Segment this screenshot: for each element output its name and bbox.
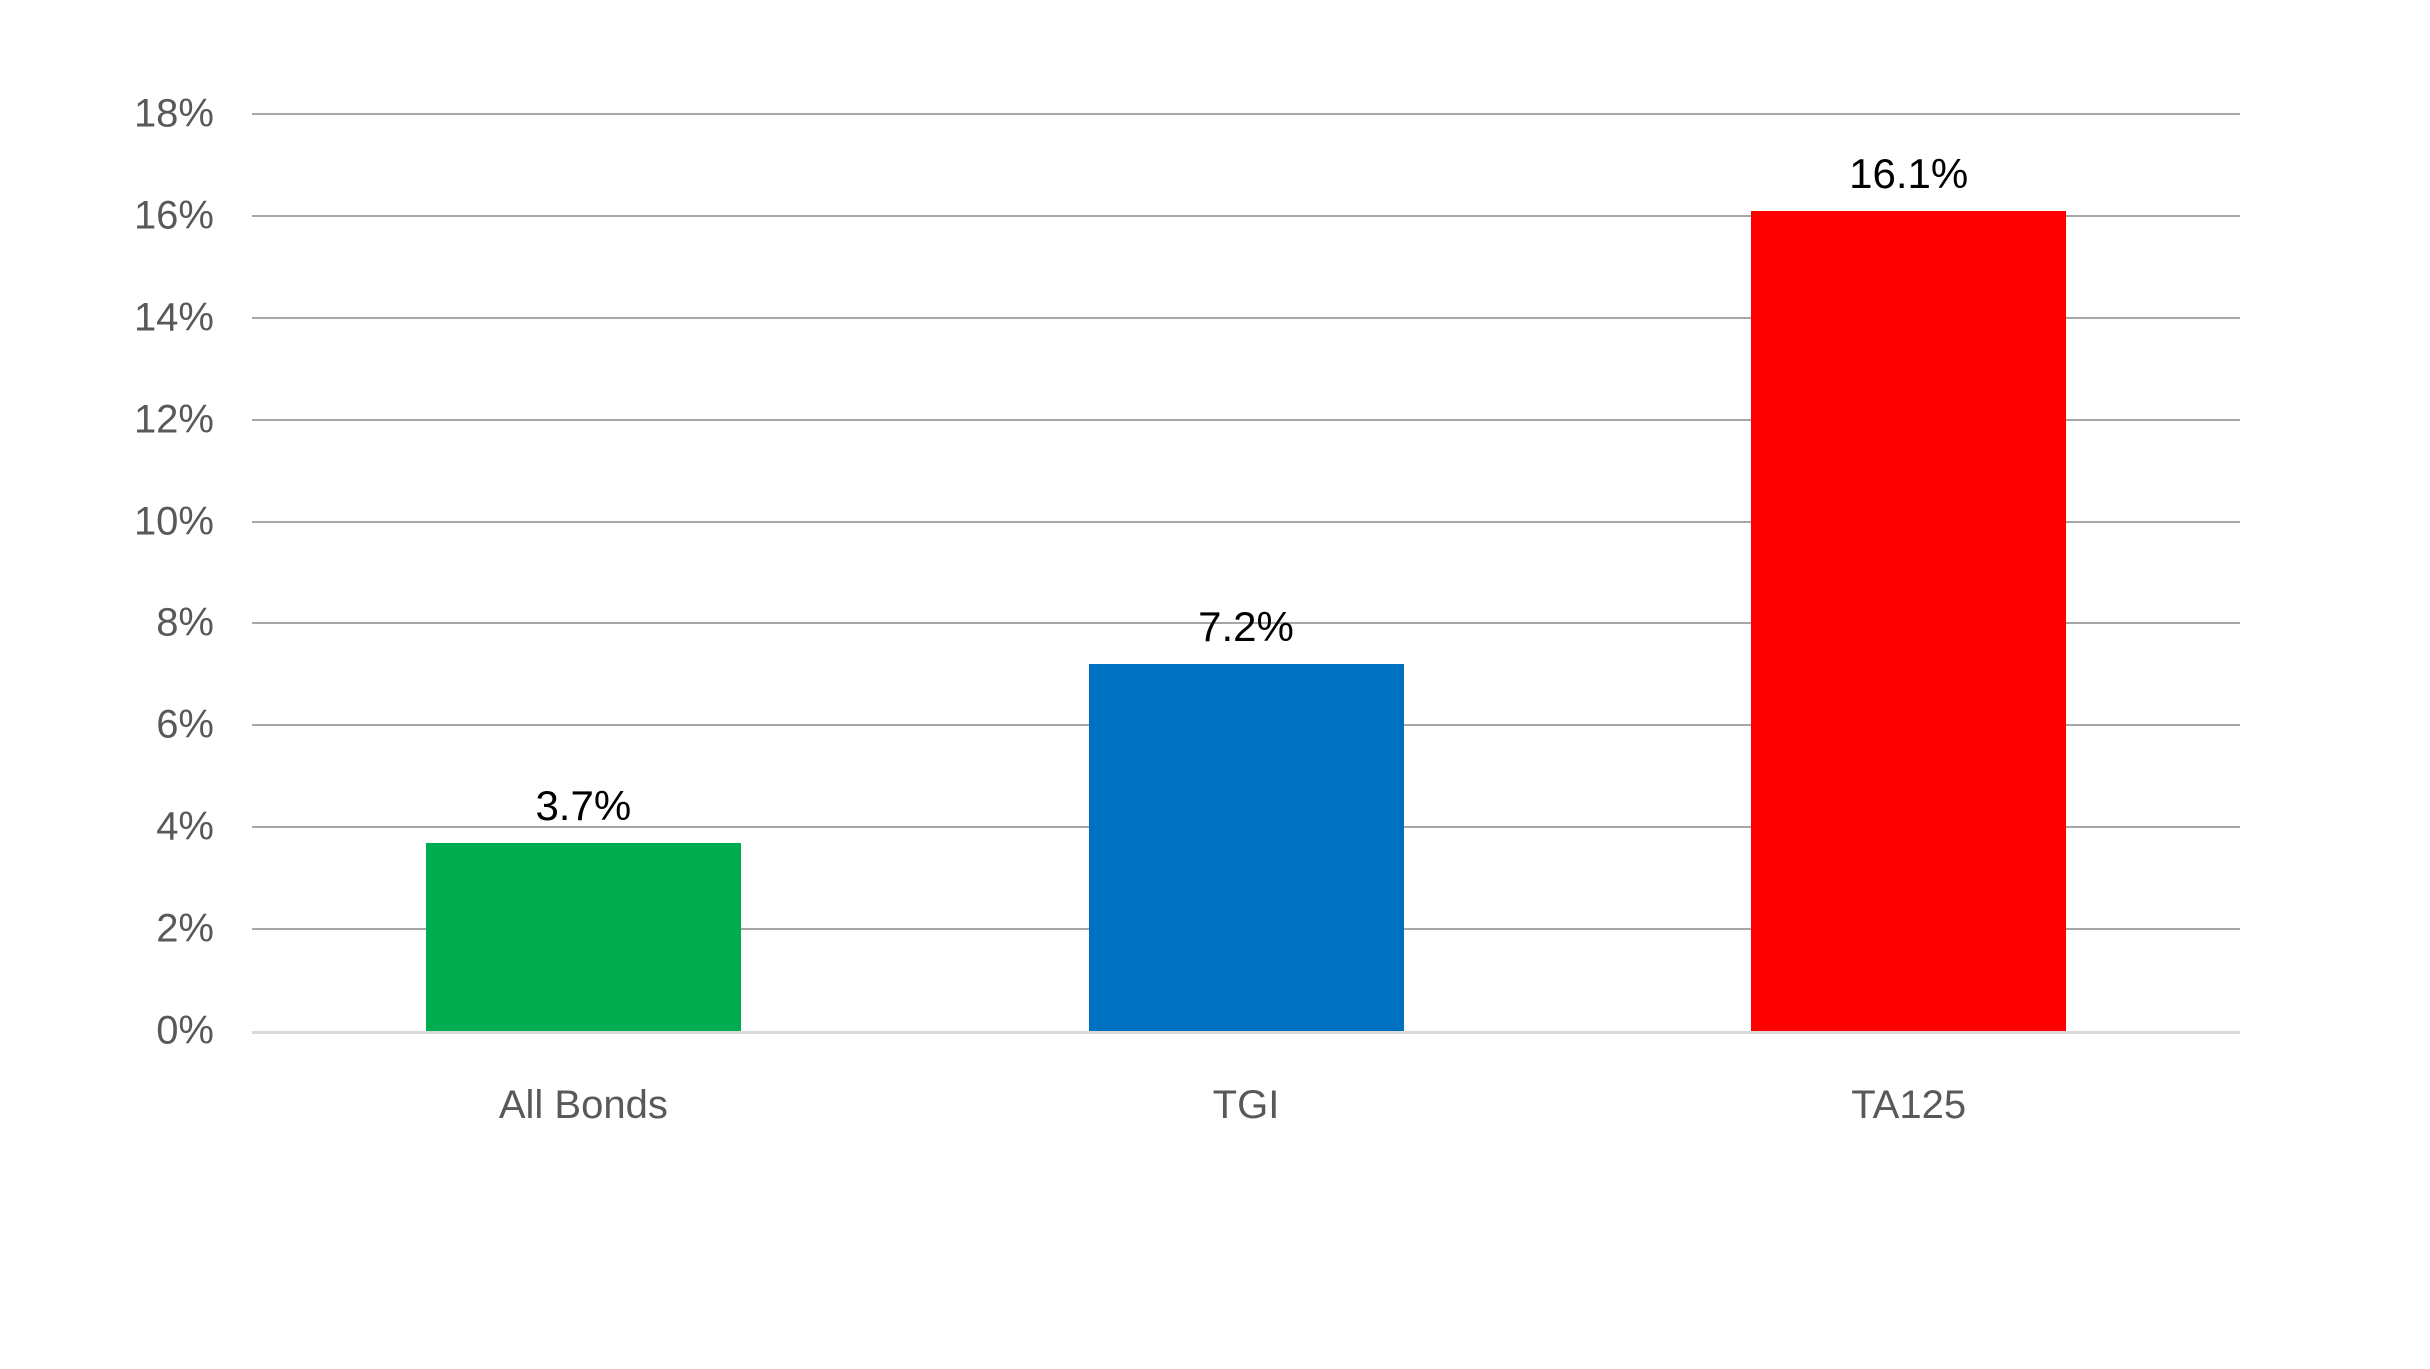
y-axis-tick-label: 2%	[156, 906, 214, 951]
x-axis-category-label: TGI	[1212, 1083, 1280, 1127]
gridline	[252, 316, 2240, 319]
bar-all-bonds	[425, 842, 741, 1031]
y-axis-tick-label: 0%	[156, 1008, 214, 1053]
y-axis-tick-label: 18%	[133, 91, 214, 136]
gridline	[252, 113, 2240, 115]
gridline	[252, 418, 2240, 421]
gridline	[252, 520, 2240, 523]
bar-value-label: 7.2%	[1198, 603, 1294, 651]
y-axis-tick-label: 8%	[156, 600, 214, 645]
x-axis-category-label: TA125	[1851, 1083, 1967, 1127]
y-axis-tick-label: 16%	[133, 193, 214, 238]
x-axis-category-label: All Bonds	[498, 1083, 668, 1127]
gridline	[252, 214, 2240, 217]
bar-value-label: 16.1%	[1849, 149, 1969, 197]
y-axis-tick-label: 14%	[133, 295, 214, 340]
y-axis-tick-label: 12%	[133, 397, 214, 442]
bar-value-label: 3.7%	[535, 781, 632, 829]
bar-tgi	[1088, 664, 1404, 1031]
y-axis-tick-label: 6%	[156, 702, 214, 747]
x-axis-line	[252, 1031, 2240, 1034]
y-axis-tick-label: 10%	[133, 499, 214, 544]
gridline	[252, 622, 2240, 625]
bar-ta125	[1751, 210, 2067, 1031]
y-axis-tick-label: 4%	[156, 804, 214, 849]
